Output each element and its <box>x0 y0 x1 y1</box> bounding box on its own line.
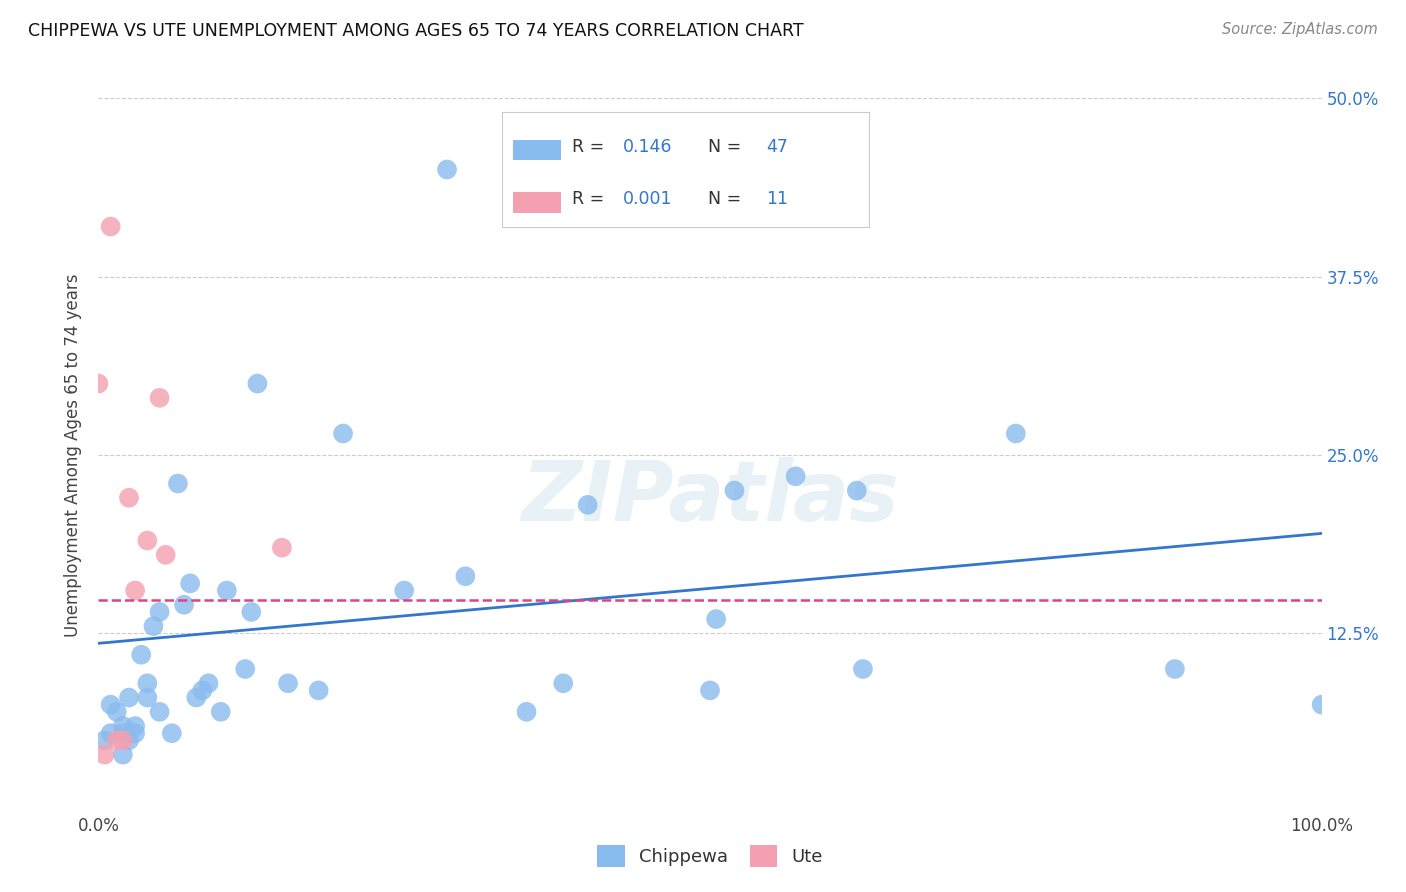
Point <box>845 483 868 498</box>
Point <box>852 662 875 676</box>
Point <box>87 376 110 391</box>
Point <box>118 690 141 705</box>
Point <box>173 598 195 612</box>
Point <box>136 533 159 548</box>
Point <box>277 676 299 690</box>
Point <box>246 376 269 391</box>
Point <box>142 619 165 633</box>
Point <box>129 648 152 662</box>
Point <box>93 733 115 747</box>
Point <box>215 583 238 598</box>
Point <box>124 719 146 733</box>
Point <box>160 726 183 740</box>
Point <box>93 747 115 762</box>
Point <box>149 705 172 719</box>
Point <box>118 733 141 747</box>
Point <box>233 662 256 676</box>
Point <box>576 498 599 512</box>
Point <box>197 676 219 690</box>
Point <box>118 491 141 505</box>
Point <box>785 469 807 483</box>
Point <box>186 690 208 705</box>
Point <box>515 705 537 719</box>
Point <box>111 733 134 747</box>
Point <box>1004 426 1026 441</box>
Point <box>240 605 263 619</box>
Point <box>704 612 727 626</box>
Point <box>149 605 172 619</box>
Text: Source: ZipAtlas.com: Source: ZipAtlas.com <box>1222 22 1378 37</box>
Point <box>436 162 458 177</box>
Point <box>155 548 177 562</box>
Point <box>124 583 146 598</box>
Point <box>136 690 159 705</box>
Point <box>111 726 134 740</box>
Point <box>136 676 159 690</box>
Point <box>1310 698 1333 712</box>
Point <box>100 698 122 712</box>
Point <box>454 569 477 583</box>
Point <box>111 747 134 762</box>
Point <box>100 726 122 740</box>
Point <box>270 541 294 555</box>
Point <box>1164 662 1187 676</box>
Point <box>209 705 232 719</box>
Point <box>149 391 172 405</box>
Text: ZIPatlas: ZIPatlas <box>522 458 898 538</box>
Y-axis label: Unemployment Among Ages 65 to 74 years: Unemployment Among Ages 65 to 74 years <box>65 273 83 637</box>
Point <box>553 676 575 690</box>
Point <box>124 726 146 740</box>
Point <box>723 483 745 498</box>
Point <box>191 683 214 698</box>
Text: CHIPPEWA VS UTE UNEMPLOYMENT AMONG AGES 65 TO 74 YEARS CORRELATION CHART: CHIPPEWA VS UTE UNEMPLOYMENT AMONG AGES … <box>28 22 804 40</box>
Point <box>167 476 190 491</box>
Point <box>392 583 416 598</box>
Point <box>105 705 128 719</box>
Legend: Chippewa, Ute: Chippewa, Ute <box>591 838 830 874</box>
Point <box>308 683 330 698</box>
Point <box>179 576 201 591</box>
Point <box>100 219 122 234</box>
Point <box>332 426 354 441</box>
Point <box>699 683 721 698</box>
Point <box>111 719 134 733</box>
Point <box>105 733 128 747</box>
